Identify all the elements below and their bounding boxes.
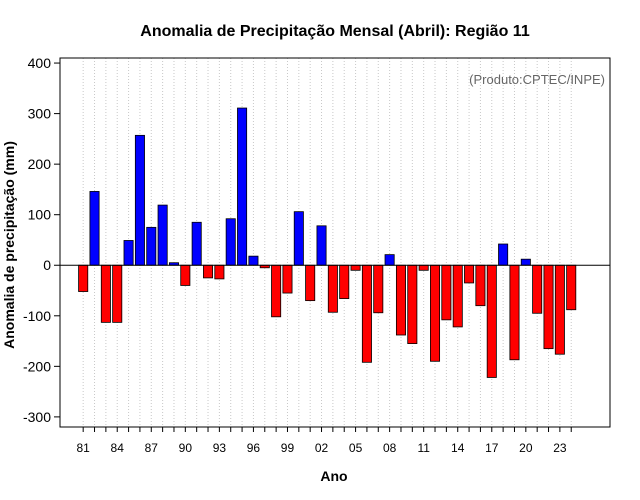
annotation-text: (Produto:CPTEC/INPE) [469,72,605,87]
bar [157,204,168,266]
plot-frame [59,57,611,428]
bar [554,264,565,355]
bar [543,264,554,350]
y-tick-label: -100 [23,308,51,324]
bar [486,264,497,378]
x-tick-label: 99 [281,441,295,455]
y-axis: -300 -200 -100 0 100 200 300 400 [23,55,60,425]
x-tick-label: 20 [519,441,533,455]
bar [237,107,248,266]
bar [214,264,225,280]
bar [282,264,293,294]
bar [407,264,418,344]
bar [248,255,259,266]
x-tick-label: 05 [349,441,363,455]
bar [520,258,531,266]
x-axis-label: Ano [320,468,347,484]
bar [203,264,214,279]
bar [112,264,123,323]
x-tick-label: 17 [485,441,499,455]
bar [373,264,384,314]
bar [475,264,486,307]
y-tick-label: -200 [23,358,51,374]
bar [350,264,361,271]
bar [78,264,89,292]
x-tick-label: 84 [111,441,125,455]
x-axis: 81 84 87 90 93 96 99 02 05 08 11 14 17 20 23 [76,427,572,455]
bar [498,243,509,266]
bar [271,264,282,318]
bar [384,254,395,266]
bar [361,264,372,363]
x-tick-label: 87 [145,441,159,455]
bar [327,264,338,313]
bar [146,226,157,266]
bar [566,264,577,311]
bar [100,264,111,323]
bar [452,264,463,328]
bar [123,240,134,266]
bar [89,191,100,266]
y-tick-label: 400 [28,55,52,71]
y-tick-label: 0 [43,257,51,273]
bars [78,107,577,378]
bar [418,264,429,271]
y-tick-label: 200 [28,156,52,172]
x-tick-label: 02 [315,441,329,455]
y-tick-label: 100 [28,207,52,223]
x-tick-label: 96 [247,441,261,455]
bar [395,264,406,336]
y-axis-label: Anomalia de precipitação (mm) [1,141,17,349]
bar [509,264,520,361]
x-tick-label: 11 [417,441,430,455]
bar [316,225,327,266]
x-tick-label: 23 [553,441,567,455]
bar [191,221,202,266]
y-tick-label: -300 [23,409,51,425]
bar [441,264,452,321]
bar [532,264,543,314]
bar [134,134,145,266]
x-tick-label: 81 [76,441,90,455]
bar [430,264,441,362]
chart-title: Anomalia de Precipitação Mensal (Abril):… [140,23,530,40]
bar [293,211,304,266]
x-tick-label: 14 [451,441,465,455]
bar [339,264,350,300]
y-tick-label: 300 [28,106,52,122]
x-tick-label: 90 [179,441,193,455]
bar [180,264,191,286]
x-tick-label: 93 [213,441,227,455]
bar [464,264,475,284]
bar [305,264,316,302]
bar [225,218,236,266]
grid-lines [82,58,572,427]
x-tick-label: 08 [383,441,397,455]
